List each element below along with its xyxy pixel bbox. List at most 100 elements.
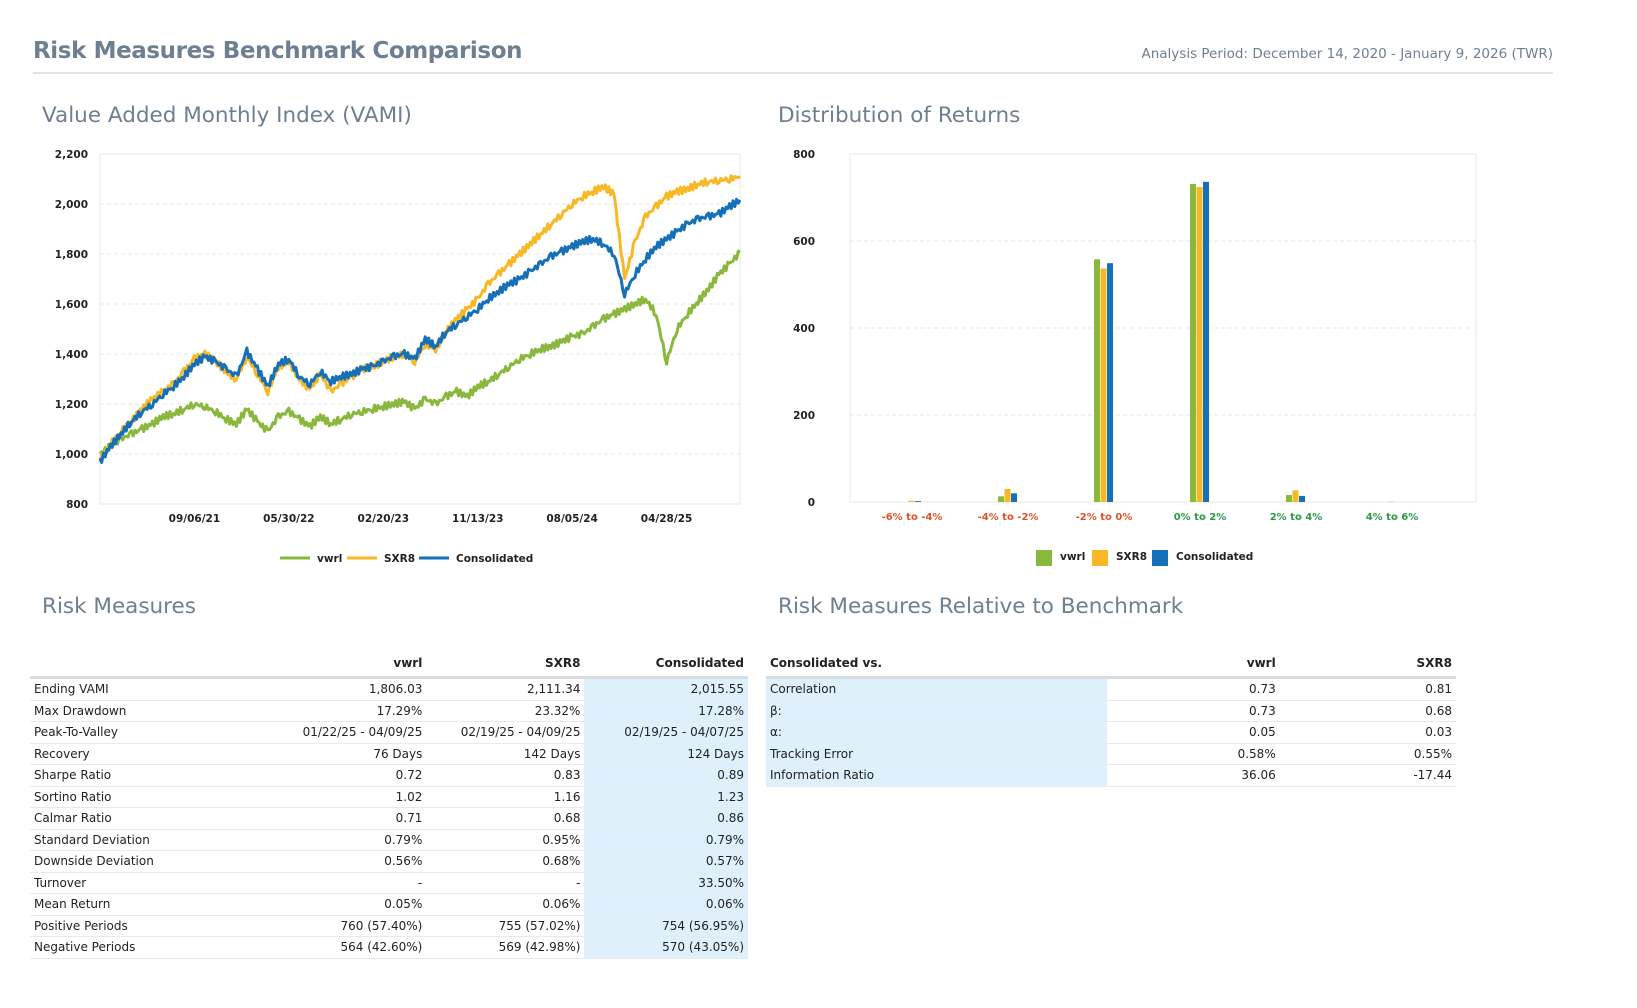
table-row: Information Ratio 36.06 -17.44 (766, 764, 1456, 787)
dist-bar-vwrl (1286, 495, 1292, 502)
risk-col-consolidated: Consolidated (655, 656, 744, 670)
dist-y-tick: 400 (793, 323, 815, 335)
distribution-section-title: Distribution of Returns (778, 103, 1021, 128)
row-label: Calmar Ratio (30, 807, 256, 830)
table-row: Sharpe Ratio 0.72 0.83 0.89 (30, 764, 748, 787)
relative-col-vwrl: vwrl (1246, 656, 1276, 670)
relative-table-header: Consolidated vs. vwrl SXR8 (766, 650, 1456, 678)
vami-x-tick: 02/20/23 (358, 513, 410, 525)
vami-y-tick: 1,800 (55, 249, 88, 261)
cell-value: 0.68% (426, 850, 585, 873)
dist-bar-vwrl (1094, 259, 1100, 502)
cell-value: 0.89 (584, 764, 748, 787)
row-label: Peak-To-Valley (30, 721, 256, 744)
row-label: Turnover (30, 872, 256, 894)
cell-value: -17.44 (1279, 764, 1456, 787)
risk-measures-table: vwrl SXR8 Consolidated Ending VAMI 1,806.… (30, 650, 748, 959)
dist-bar-sxr8 (1292, 490, 1299, 502)
dist-bar-sxr8 (1100, 268, 1107, 502)
dist-bar-consolidated (1203, 181, 1209, 502)
table-row: β: 0.73 0.68 (766, 700, 1456, 722)
cell-value: 1.02 (255, 786, 427, 808)
row-label: α: (766, 721, 1108, 744)
table-row: Positive Periods 760 (57.40%) 755 (57.02%)… (30, 915, 748, 937)
dist-bar-sxr8 (908, 500, 915, 502)
vami-legend-label: vwrl (317, 553, 342, 565)
cell-value: 1.23 (584, 786, 748, 808)
cell-value: 0.72 (255, 764, 427, 787)
vami-section-title: Value Added Monthly Index (VAMI) (42, 103, 412, 128)
row-label: Positive Periods (30, 915, 256, 937)
table-row: Standard Deviation 0.79% 0.95% 0.79% (30, 829, 748, 851)
vami-y-tick: 1,600 (55, 299, 88, 311)
vami-x-tick: 05/30/22 (263, 513, 315, 525)
relative-section-title: Risk Measures Relative to Benchmark (778, 594, 1184, 619)
dist-legend-swatch (1152, 550, 1168, 566)
dist-bar-consolidated (1011, 493, 1017, 502)
vami-x-tick: 08/05/24 (546, 513, 598, 525)
vami-x-tick: 09/06/21 (169, 513, 221, 525)
cell-value: 0.71 (255, 807, 427, 830)
dist-bar-vwrl (998, 496, 1004, 502)
table-row: Tracking Error 0.58% 0.55% (766, 743, 1456, 765)
cell-value: 0.95% (426, 829, 585, 851)
cell-value: 569 (42.98%) (426, 936, 585, 959)
dist-bar-consolidated (1107, 263, 1113, 502)
vami-y-tick: 2,000 (55, 199, 88, 211)
cell-value: 0.83 (426, 764, 585, 787)
vami-plot-area (99, 153, 741, 505)
cell-value: 17.28% (584, 700, 748, 722)
dist-legend-label: SXR8 (1116, 551, 1147, 563)
table-row: Peak-To-Valley 01/22/25 - 04/09/25 02/19/2… (30, 721, 748, 744)
row-label: Correlation (766, 677, 1108, 701)
relative-risk-table: Consolidated vs. vwrl SXR8 Correlation 0.… (766, 650, 1456, 787)
row-label: Tracking Error (766, 743, 1108, 765)
cell-value: 760 (57.40%) (255, 915, 427, 937)
dist-legend-label: Consolidated (1176, 551, 1253, 563)
relative-col-sxr8: SXR8 (1416, 656, 1452, 670)
cell-value: 02/19/25 - 04/07/25 (584, 721, 748, 744)
table-row: Correlation 0.73 0.81 (766, 677, 1456, 701)
dist-legend-swatch (1036, 550, 1052, 566)
cell-value: - (426, 872, 585, 894)
cell-value: - (255, 872, 427, 894)
cell-value: 02/19/25 - 04/09/25 (426, 721, 585, 744)
cell-value: 1,806.03 (255, 677, 427, 701)
dist-legend-swatch (1092, 550, 1108, 566)
cell-value: 0.06% (584, 893, 748, 916)
cell-value: 2,015.55 (584, 677, 748, 701)
risk-section-title: Risk Measures (42, 594, 196, 619)
cell-value: 570 (43.05%) (584, 936, 748, 959)
dist-y-tick: 600 (793, 236, 815, 248)
vami-line-sxr8 (98, 174, 741, 463)
page-title: Risk Measures Benchmark Comparison (33, 38, 523, 64)
dist-bar-sxr8 (1004, 488, 1011, 502)
vami-y-tick: 800 (66, 499, 88, 511)
analysis-period: Analysis Period: December 14, 2020 - Jan… (1141, 46, 1553, 62)
cell-value: 755 (57.02%) (426, 915, 585, 937)
vami-chart: 800 1,000 1,200 1,400 1,600 1,800 2,000 2,200 09… (55, 149, 742, 565)
dist-bar-vwrl (1190, 184, 1196, 502)
risk-table-header: vwrl SXR8 Consolidated (30, 650, 748, 678)
row-label: Standard Deviation (30, 829, 256, 851)
cell-value: 76 Days (255, 743, 427, 765)
cell-value: 142 Days (426, 743, 585, 765)
cell-value: 0.05% (255, 893, 427, 916)
cell-value: 23.32% (426, 700, 585, 722)
cell-value: 0.57% (584, 850, 748, 873)
table-row: Negative Periods 564 (42.60%) 569 (42.98%)… (30, 936, 748, 959)
row-label: Sortino Ratio (30, 786, 256, 808)
relative-col-label: Consolidated vs. (770, 656, 883, 670)
cell-value: 0.73 (1107, 677, 1280, 701)
cell-value: 0.03 (1279, 721, 1456, 744)
table-row: Turnover - -33.50% (30, 872, 748, 894)
cell-value: 0.56% (255, 850, 427, 873)
vami-y-tick: 2,200 (55, 149, 88, 161)
table-row: Max Drawdown 17.29% 23.32% 17.28% (30, 700, 748, 722)
cell-value: 0.68 (426, 807, 585, 830)
row-label: Mean Return (30, 893, 256, 916)
row-label: Negative Periods (30, 936, 256, 959)
cell-value: 0.73 (1107, 700, 1280, 722)
dist-bar-consolidated (1299, 495, 1305, 502)
cell-value: 01/22/25 - 04/09/25 (255, 721, 427, 744)
